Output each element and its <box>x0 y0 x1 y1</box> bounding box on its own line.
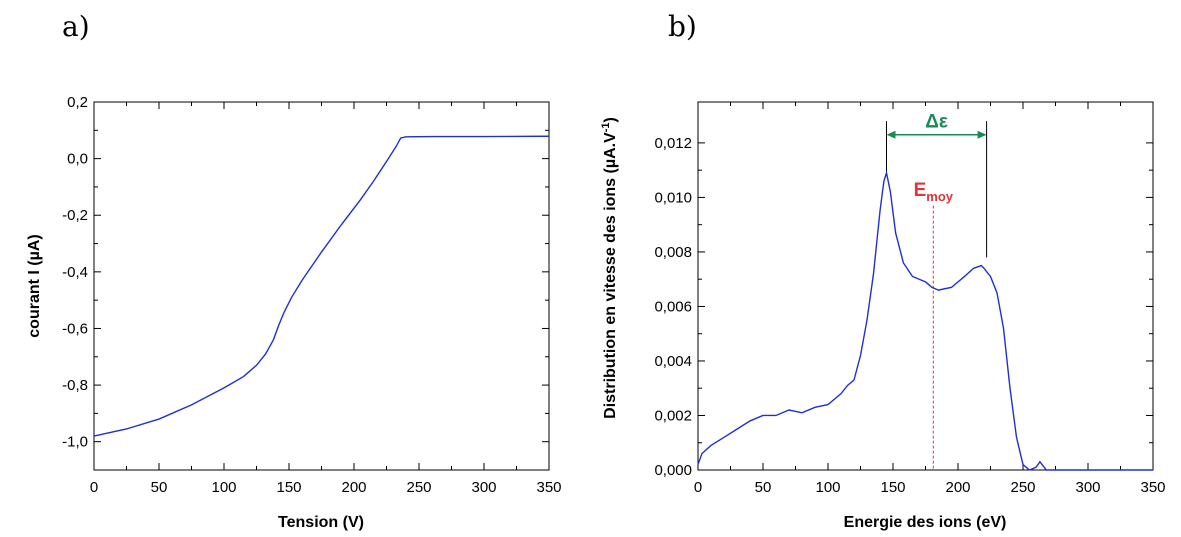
chart-a-xtick-label: 250 <box>406 479 431 496</box>
chart-a-ytick-label: -1,0 <box>62 434 88 451</box>
chart-a-xtick-label: 350 <box>536 479 561 496</box>
chart-a-ylabel: courant I (µA) <box>26 234 43 337</box>
chart-a-ytick-label: -0,8 <box>62 377 88 394</box>
chart-b-xtick-label: 100 <box>815 479 840 496</box>
chart-a-xtick-label: 0 <box>90 479 98 496</box>
chart-b-ytick-label: 0,012 <box>654 135 692 152</box>
chart-b-xtick-label: 250 <box>1010 479 1035 496</box>
chart-b-ticks: 0 50 100 150 200 250 300 350 0,000 0,002 0,004 0,00… <box>654 102 1166 496</box>
chart-b-ytick-label: 0,002 <box>654 407 692 424</box>
emoy-label-subscript: moy <box>926 189 954 204</box>
emoy-label: Emoy <box>914 180 954 204</box>
chart-a-ytick-label: 0,2 <box>67 94 88 111</box>
chart-b-ytick-label: 0,008 <box>654 244 692 261</box>
chart-a-ytick-label: -0,2 <box>62 207 88 224</box>
chart-b-xtick-label: 50 <box>755 479 772 496</box>
chart-b-ytick-label: 0,010 <box>654 189 692 206</box>
chart-b-ylabel-sup: -1 <box>600 122 612 132</box>
chart-b-ytick-label: 0,000 <box>654 462 692 479</box>
chart-a-xtick-label: 200 <box>341 479 366 496</box>
chart-b-xtick-label: 0 <box>694 479 702 496</box>
chart-b-ylabel-main: Distribution en vitesse des ions (µA.V <box>602 132 619 419</box>
chart-b-xtick-label: 300 <box>1075 479 1100 496</box>
chart-b-ytick-label: 0,006 <box>654 298 692 315</box>
chart-a-xtick-label: 150 <box>276 479 301 496</box>
chart-a-frame <box>93 101 550 471</box>
delta-arrowhead-right <box>977 130 987 139</box>
chart-a-ticks: 0 50 100 150 200 250 300 350 -1,0 -0,8 -0,6 -0,4 -0,… <box>62 94 561 496</box>
chart-b-xlabel: Energie des ions (eV) <box>844 514 1007 531</box>
chart-b-ylabel-end: ) <box>602 117 619 122</box>
chart-a-ytick-label: -0,4 <box>62 264 88 281</box>
chart-b-xtick-label: 200 <box>945 479 970 496</box>
chart-b-ytick-label: 0,004 <box>654 353 692 370</box>
delta-arrowhead-left <box>886 130 896 139</box>
chart-b-annotations: Δε Emoy <box>886 112 988 470</box>
chart-a-ytick-label: 0,0 <box>67 151 88 168</box>
chart-b-xtick-label: 150 <box>880 479 905 496</box>
chart-a-xtick-label: 50 <box>151 479 168 496</box>
chart-a-ytick-label: -0,6 <box>62 320 88 337</box>
chart-a: 0 50 100 150 200 250 300 350 -1,0 -0,8 -0,6 -0,4 -0,… <box>26 94 562 531</box>
chart-a-xtick-label: 100 <box>211 479 236 496</box>
chart-a-series-line <box>93 135 550 437</box>
chart-b-xtick-label: 350 <box>1140 479 1165 496</box>
panel-a-label: a) <box>62 10 90 43</box>
panel-b-label: b) <box>668 10 697 43</box>
chart-a-xlabel: Tension (V) <box>278 514 364 531</box>
delta-epsilon-label: Δε <box>925 112 948 133</box>
emoy-label-main: E <box>914 180 927 201</box>
chart-b: 0 50 100 150 200 250 300 350 0,000 0,002 0,004 0,00… <box>600 101 1166 531</box>
chart-a-xtick-label: 300 <box>471 479 496 496</box>
chart-b-series-line <box>697 170 1153 471</box>
chart-b-ylabel: Distribution en vitesse des ions (µA.V-1… <box>600 117 619 419</box>
